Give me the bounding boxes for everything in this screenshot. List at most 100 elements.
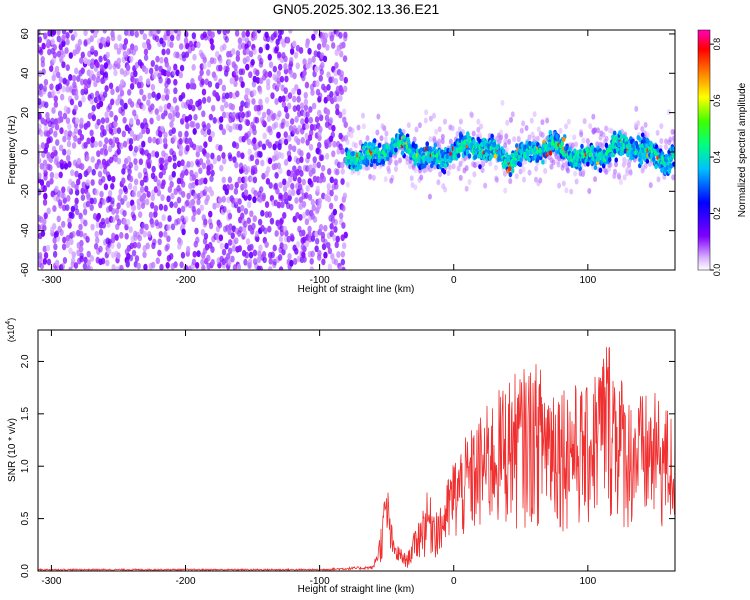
spectrogram-cell: [120, 79, 125, 86]
spectrogram-cell: [90, 141, 95, 149]
spectrogram-cell: [154, 151, 160, 158]
spectrogram-cell: [413, 167, 418, 174]
spectrogram-cell: [458, 174, 463, 181]
spectrogram-cell: [38, 112, 42, 120]
spectrogram-cell: [245, 165, 251, 173]
spectrogram-cell: [283, 138, 289, 146]
spectrogram-cell: [67, 130, 73, 138]
spectrogram-cell: [248, 251, 254, 259]
spectrogram-cell: [258, 98, 263, 106]
spectrogram-cell: [133, 178, 139, 186]
spectrogram-cell: [281, 118, 286, 126]
spectrogram-cell: [188, 98, 194, 106]
spectrogram-cell: [424, 166, 429, 173]
spectrogram-cell: [135, 118, 141, 126]
spectrogram-cell: [289, 48, 295, 55]
spectrogram-cell: [326, 195, 332, 203]
spectrogram-cell: [144, 198, 150, 206]
spectrogram-cell: [178, 71, 183, 79]
spectrogram-cell: [68, 74, 73, 81]
spectrogram-cell: [51, 107, 56, 114]
spectrogram-cell: [242, 229, 248, 237]
spectrogram-cell: [668, 163, 673, 169]
spectrogram-cell: [161, 179, 166, 187]
spectrogram-cell: [339, 70, 345, 78]
spectrogram-cell: [459, 133, 463, 139]
spectrogram-cell: [130, 43, 135, 51]
spectrogram-cell: [317, 197, 322, 205]
spectrogram-cell: [173, 63, 178, 71]
spectrogram-cell: [258, 77, 264, 85]
spectrogram-cell: [586, 161, 590, 167]
spectrogram-cell: [58, 171, 63, 179]
spectrogram-cell: [144, 185, 149, 193]
spectrogram-cell: [143, 48, 149, 56]
spectrogram-cell: [163, 204, 168, 212]
spectrogram-cell: [67, 221, 72, 229]
spectrogram-cell: [210, 43, 215, 51]
spectrogram-cell: [58, 144, 64, 152]
snr-plot-area: [38, 330, 675, 571]
spectrogram-cell: [80, 187, 85, 195]
spectrogram-cell: [284, 75, 289, 83]
spectrogram-cell: [413, 160, 418, 167]
spectrogram-cell: [305, 111, 310, 118]
spectrogram-cell: [180, 180, 186, 188]
spectrogram-cell: [327, 168, 332, 175]
spectrogram-cell: [279, 217, 285, 225]
spectrogram-cell: [329, 189, 334, 197]
spectrogram-cell: [327, 247, 333, 255]
spectrogram-cell: [252, 30, 258, 37]
spectrogram-cell: [203, 218, 208, 226]
spectrogram-cell: [172, 162, 177, 170]
spectrogram-cell: [145, 242, 150, 250]
spectrogram-cell: [533, 176, 538, 183]
spectrogram-cell: [162, 69, 168, 77]
spectrogram-cell: [325, 43, 330, 51]
spectrogram-cell: [465, 149, 470, 155]
spectrogram-cell: [324, 114, 330, 122]
spectrogram-cell: [38, 151, 41, 159]
spectrogram-cell: [91, 168, 96, 176]
spectrogram-cell: [163, 230, 168, 238]
spectrogram-cell: [102, 143, 108, 151]
spectrogram-cell: [227, 239, 233, 246]
spectrogram-cell: [218, 123, 224, 131]
spectrogram-cell: [194, 261, 200, 269]
spectrogram-cell: [134, 30, 139, 38]
spectrogram-cell: [61, 220, 66, 228]
colorbar-tick-label: 0.2: [712, 207, 722, 220]
spectrogram-cell: [249, 210, 254, 218]
spectrogram-cell: [345, 138, 350, 145]
spectrogram-cell: [265, 177, 271, 185]
spectrogram-cell: [136, 203, 142, 211]
spectrogram-cell: [166, 77, 171, 85]
spectrogram-cell: [160, 125, 165, 133]
spectrogram-cell: [343, 31, 348, 39]
spectrogram-cell: [323, 224, 328, 232]
spectrogram-cell: [149, 117, 154, 125]
spectrogram-cell: [643, 121, 648, 128]
y-tick-label: 60: [20, 28, 31, 40]
spectrogram-cell: [76, 75, 81, 83]
spectrogram-cell: [113, 114, 118, 122]
spectrogram-cell: [154, 219, 159, 227]
spectrogram-cell: [251, 222, 256, 230]
spectrogram-cell: [79, 133, 85, 141]
spectrogram-cell: [184, 137, 189, 145]
spectrogram-cell: [227, 152, 232, 160]
spectrogram-cell: [237, 176, 242, 184]
spectrogram-cell: [672, 161, 675, 167]
spectrogram-cell: [372, 163, 377, 170]
spectrogram-cell: [100, 117, 106, 125]
spectrogram-cell: [210, 258, 215, 266]
spectrogram-cell: [292, 244, 297, 252]
spectrogram-cell: [184, 168, 189, 176]
spectrogram-cell: [191, 63, 196, 71]
spectrogram-cell: [228, 125, 233, 133]
spectrogram-cell: [193, 113, 198, 121]
spectrogram-cell: [66, 185, 72, 193]
spectrogram-cell: [273, 30, 278, 38]
spectrogram-cell: [469, 112, 474, 119]
spectrogram-cell: [246, 40, 252, 48]
